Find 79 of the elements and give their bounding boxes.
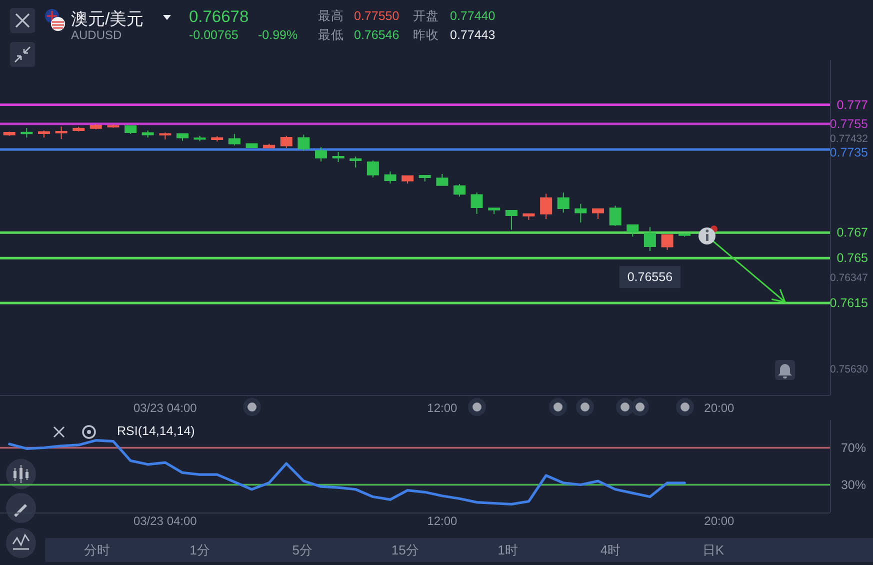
text: 1时 <box>498 542 518 558</box>
candlestick <box>246 143 258 148</box>
candlestick <box>280 135 292 149</box>
ref-line-label: 70% <box>840 440 866 455</box>
candlestick <box>592 208 604 220</box>
candlestick <box>453 184 466 198</box>
text: 1分 <box>190 542 210 558</box>
x-tick-label: 12:00 <box>427 514 458 528</box>
text: 15分 <box>391 542 419 558</box>
ref-line-label: 30% <box>840 478 866 492</box>
text: 最高 <box>318 8 344 23</box>
text: 昨收 <box>413 28 439 42</box>
text: -0.00765 <box>189 28 238 42</box>
candlestick <box>626 224 639 238</box>
x-tick-label: 03/23 04:00 <box>133 401 198 415</box>
candlestick <box>124 124 137 135</box>
ref-line-label: 0.767 <box>836 226 868 240</box>
candlestick <box>418 174 431 182</box>
x-tick-label: 20:00 <box>704 514 735 528</box>
text: 0.76546 <box>354 28 400 42</box>
candlestick <box>38 130 50 138</box>
ref-line-label: 0.765 <box>836 251 868 266</box>
candlestick <box>350 156 362 168</box>
text: 4时 <box>600 542 621 558</box>
text: 0.77550 <box>354 9 400 23</box>
candlestick <box>211 136 224 142</box>
candlestick <box>90 123 102 130</box>
candlestick <box>609 205 622 226</box>
x-tick-label: 12:00 <box>427 401 458 415</box>
candlestick <box>298 134 310 152</box>
ref-line-label: 0.7735 <box>830 146 868 160</box>
candlestick <box>540 193 552 220</box>
text: 5分 <box>292 542 313 558</box>
text: 0.77443 <box>450 28 496 42</box>
x-tick-label: 20:00 <box>704 401 735 415</box>
candlestick <box>194 135 206 142</box>
y-tick-label: 0.76347 <box>830 272 868 284</box>
candlestick <box>488 208 500 215</box>
candlestick <box>20 128 33 138</box>
candlestick <box>402 175 414 184</box>
candlestick <box>55 126 68 140</box>
candlestick <box>522 213 535 220</box>
candlestick <box>661 234 674 250</box>
candlestick <box>574 203 587 224</box>
text: -0.99% <box>258 28 298 42</box>
candlestick <box>72 126 85 132</box>
x-tick-label: 03/23 04:00 <box>133 514 198 528</box>
candlestick <box>332 152 344 163</box>
y-tick-label: 0.77432 <box>830 133 868 146</box>
candlestick <box>557 192 570 214</box>
chart-title: 澳元/美元 <box>71 10 144 28</box>
annotation: 0.76556 <box>627 270 673 284</box>
ref-line-label: 0.7755 <box>830 116 868 131</box>
candlestick <box>176 133 188 142</box>
chart-subtitle: AUDUSD <box>71 28 122 42</box>
text: 最低 <box>318 28 344 42</box>
candlestick <box>314 146 327 162</box>
candlestick <box>159 132 172 140</box>
candlestick <box>3 131 16 136</box>
ref-line-label: 0.7615 <box>830 296 868 310</box>
text: 开盘 <box>413 9 439 23</box>
candlestick <box>107 124 120 128</box>
text: 0.77440 <box>450 9 496 23</box>
candlestick <box>678 232 691 238</box>
text: 分时 <box>84 542 110 558</box>
text: 0.76678 <box>189 8 249 26</box>
candlestick <box>470 192 483 214</box>
candlestick <box>436 174 448 186</box>
candlestick <box>366 160 379 178</box>
candlestick <box>505 210 518 230</box>
candlestick <box>644 226 656 252</box>
y-tick-label: 0.75630 <box>830 363 868 376</box>
ref-line-label: 0.777 <box>836 98 868 112</box>
candlestick <box>142 130 154 138</box>
chart-title: RSI(14,14,14) <box>117 424 195 438</box>
text: 日K <box>702 542 724 558</box>
candlestick <box>263 143 276 148</box>
candlestick <box>228 134 240 146</box>
candlestick <box>384 170 396 184</box>
